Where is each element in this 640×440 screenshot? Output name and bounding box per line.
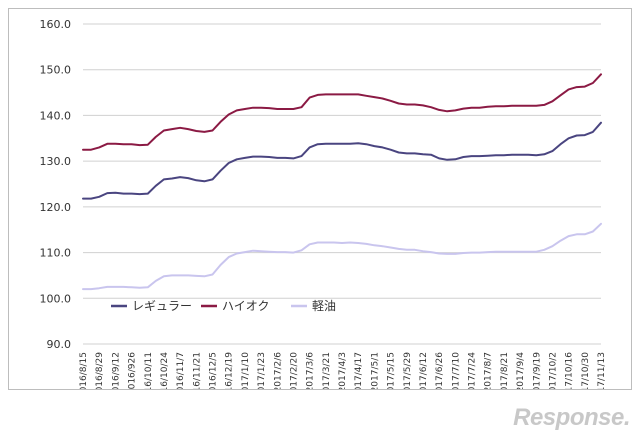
legend-label-0: レギュラー [132, 299, 192, 313]
x-tick-label: 2016/10/11 [144, 352, 154, 389]
series-lines [82, 73, 602, 291]
x-tick-label: 2017/11/13 [597, 352, 607, 389]
x-tick-label: 2017/10/2 [548, 352, 558, 389]
legend: レギュラー ハイオク 軽油 [111, 299, 336, 313]
x-tick-label: 2017/7/24 [468, 352, 478, 389]
x-tick-label: 2016/11/7 [176, 352, 186, 389]
grid-lines [83, 23, 601, 345]
x-tick-label: 2017/10/30 [581, 352, 591, 389]
series-line-0 [82, 121, 602, 200]
x-tick-label: 2016/926 [128, 352, 138, 389]
y-tick-label: 100.0 [40, 292, 72, 305]
y-tick-label: 140.0 [40, 109, 72, 122]
x-tick-label: 2017/2/6 [273, 352, 283, 389]
series-line-1 [82, 73, 602, 151]
x-tick-label: 2016/9/12 [111, 352, 121, 389]
y-tick-label: 160.0 [40, 18, 72, 31]
line-chart: 90.0100.0110.0120.0130.0140.0150.0160.0 … [40, 18, 608, 389]
x-tick-label: 2017/8/21 [500, 352, 510, 389]
y-tick-label: 120.0 [40, 201, 72, 214]
y-tick-label: 110.0 [40, 247, 72, 260]
x-tick-label: 2017/3/21 [322, 352, 332, 389]
x-tick-label: 2017/9/4 [516, 352, 526, 389]
x-tick-label: 2016/8/15 [79, 352, 89, 389]
x-tick-label: 2017/4/3 [338, 352, 348, 389]
x-tick-label: 2016/12/5 [209, 352, 219, 389]
legend-label-2: 軽油 [312, 299, 336, 313]
y-tick-label: 130.0 [40, 155, 72, 168]
y-tick-label: 90.0 [47, 338, 72, 351]
series-line-2 [82, 222, 602, 291]
x-tick-label: 2016/11/21 [192, 352, 202, 389]
legend-label-1: ハイオク [222, 299, 270, 313]
response-logo: Response. [513, 404, 630, 431]
x-tick-label: 2017/2/20 [289, 352, 299, 389]
y-axis-tick-labels: 90.0 100.0 110.0 120.0 130.0 140.0 150.0 160.0 [40, 18, 72, 351]
x-tick-label: 2017/8/7 [484, 352, 494, 389]
x-tick-label: 2017/1/23 [257, 352, 267, 389]
y-tick-label: 150.0 [40, 64, 72, 77]
x-tick-label: 2017/1/10 [241, 352, 251, 389]
x-tick-label: 2017/6/26 [435, 352, 445, 389]
x-tick-label: 2017/10/16 [565, 352, 575, 389]
x-tick-label: 2017/6/12 [419, 352, 429, 389]
x-tick-label: 2017/4/17 [354, 352, 364, 389]
x-tick-label: 2017/5/1 [370, 352, 380, 389]
x-tick-label: 2016/12/19 [225, 352, 235, 389]
x-tick-label: 2017/7/10 [451, 352, 461, 389]
x-tick-label: 2017/3/6 [306, 352, 316, 389]
x-tick-label: 2017/5/15 [387, 352, 397, 389]
x-tick-label: 2017/9/19 [532, 352, 542, 389]
x-tick-label: 2017/5/29 [403, 352, 413, 389]
chart-frame: 90.0 100.0 110.0 120.0 130.0 140.0 150.0 160.0 … [8, 8, 632, 390]
x-tick-label: 2016/8/29 [95, 352, 105, 389]
x-tick-label: 2016/10/24 [160, 352, 170, 389]
x-axis-tick-labels: 2016/8/15 2016/8/29 2016/9/12 2016/926 2016/… [79, 352, 607, 389]
